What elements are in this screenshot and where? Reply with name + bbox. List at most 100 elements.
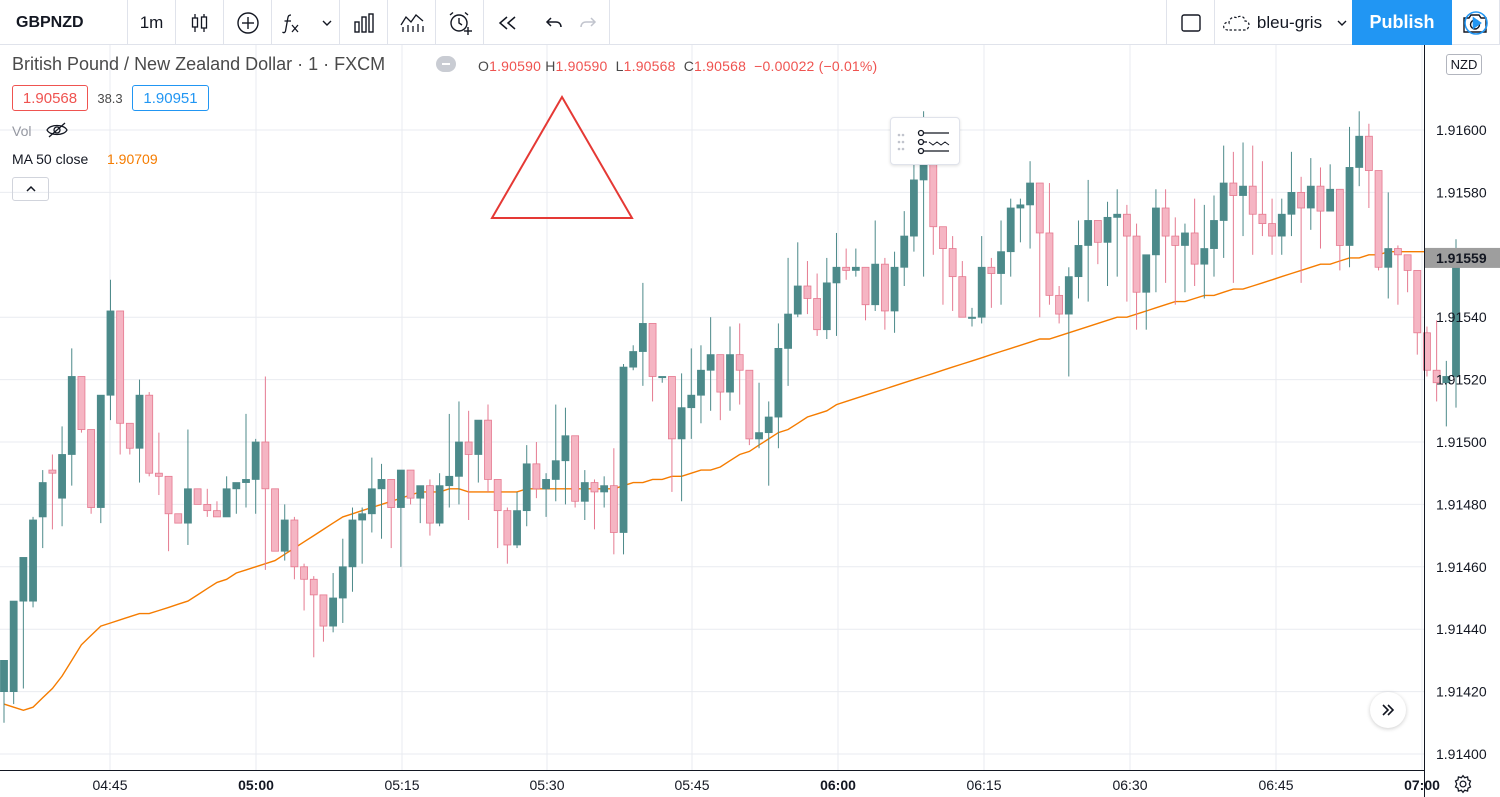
candle <box>1113 189 1122 277</box>
candle-body <box>242 479 250 483</box>
candle-body <box>784 313 792 349</box>
candle-body <box>1229 182 1238 196</box>
price-tick-label: 1.91400 <box>1436 746 1487 762</box>
candle <box>1268 198 1276 255</box>
candle <box>1210 195 1218 277</box>
eye-hidden-icon[interactable] <box>46 121 68 139</box>
price-axis[interactable]: 1.91600 1.91580 1.91540 1.91520 1.91500 1.914… <box>1424 45 1500 797</box>
chevron-down-icon <box>322 20 331 26</box>
candle-body <box>67 376 76 455</box>
candle <box>832 232 841 336</box>
candle-body <box>426 485 434 524</box>
candle-body <box>1152 207 1160 256</box>
financials-button[interactable] <box>340 0 388 45</box>
indicators-button[interactable] <box>272 0 340 45</box>
play-button[interactable] <box>1452 0 1500 45</box>
high-value: 1.90590 <box>555 58 608 74</box>
time-tick-label: 06:15 <box>966 777 1001 793</box>
candle-body <box>387 479 396 508</box>
candle-body <box>958 276 967 318</box>
publish-label: Publish <box>1369 12 1435 32</box>
candle <box>1423 326 1431 377</box>
candle <box>0 660 8 723</box>
fullscreen-rect-button[interactable] <box>1167 0 1215 45</box>
candle-body <box>58 454 66 499</box>
price-chart[interactable]: 1.91600 1.91580 1.91540 1.91520 1.91500 1.914… <box>0 45 1500 797</box>
candle <box>474 419 483 483</box>
candle-body <box>1384 248 1393 268</box>
current-price-label: 1.91559 <box>1436 250 1487 266</box>
currency-badge[interactable]: NZD <box>1446 54 1482 75</box>
alert-button[interactable] <box>436 0 484 45</box>
candle-body <box>1113 213 1122 218</box>
theme-dropdown[interactable]: bleu-gris <box>1215 0 1355 45</box>
publish-button[interactable]: Publish <box>1352 0 1452 45</box>
undo-icon[interactable] <box>543 14 563 32</box>
candle <box>1364 123 1373 208</box>
symbol-search-button[interactable]: GBPNZD <box>0 0 128 45</box>
chart-type-button[interactable] <box>176 0 224 45</box>
candles-layer <box>0 111 1460 723</box>
candle <box>96 394 105 524</box>
candle <box>1055 286 1064 324</box>
candle-body <box>774 347 783 418</box>
candle-body <box>910 179 918 237</box>
interval-button[interactable]: 1m <box>128 0 176 45</box>
candle-body <box>1326 188 1335 212</box>
compare-button[interactable] <box>224 0 272 45</box>
candle <box>590 479 599 530</box>
candle-body <box>445 475 454 487</box>
candle-body <box>203 503 212 512</box>
object-tree-icon[interactable] <box>917 129 951 155</box>
candle-body <box>880 263 889 312</box>
candle-body <box>532 463 541 490</box>
candle-body <box>1423 332 1431 371</box>
candle <box>358 507 367 564</box>
candle <box>1384 192 1393 299</box>
candle-body <box>677 407 686 440</box>
candle-body <box>96 394 105 508</box>
candle-body <box>1394 248 1402 256</box>
floating-drawing-toolbar[interactable] <box>890 117 960 165</box>
ma50-line <box>3 250 1476 712</box>
candle <box>184 429 192 545</box>
candle-body <box>1016 204 1025 209</box>
square-icon <box>1180 13 1201 32</box>
open-key: O <box>478 58 490 74</box>
candle-body <box>290 519 299 568</box>
legend-collapse-icon[interactable] <box>436 56 456 72</box>
candle-body <box>648 323 657 377</box>
candle <box>1006 198 1015 277</box>
candle <box>1442 360 1451 427</box>
candle <box>271 488 279 552</box>
candle-body <box>474 419 483 455</box>
time-axis[interactable]: 04:45 05:00 05:15 05:30 05:45 06:00 06:15 06:30… <box>0 770 1440 794</box>
candle-body <box>1190 232 1199 265</box>
candle <box>580 470 589 520</box>
scroll-to-realtime-button[interactable] <box>1370 692 1406 728</box>
templates-button[interactable] <box>388 0 436 45</box>
drag-handle-icon[interactable] <box>897 132 905 152</box>
candle-body <box>948 248 957 278</box>
candle <box>1277 198 1286 255</box>
ask-price-button[interactable]: 1.90951 <box>132 85 209 111</box>
candle-body <box>687 394 696 409</box>
triangle-drawing[interactable] <box>490 95 634 219</box>
candle-body <box>1442 376 1451 384</box>
candle <box>309 576 318 658</box>
bid-price-button[interactable]: 1.90568 <box>12 85 88 111</box>
time-tick-label: 05:45 <box>674 777 709 793</box>
candle-body <box>358 513 367 521</box>
ma-line-layer <box>3 250 1476 712</box>
candle-body <box>1335 188 1344 246</box>
candle-body <box>600 485 609 493</box>
candle <box>1132 223 1141 330</box>
replay-icon[interactable] <box>495 13 519 33</box>
candle-body <box>1026 182 1034 206</box>
candle <box>493 479 502 549</box>
redo-icon[interactable] <box>579 14 599 32</box>
time-tick-label: 07:00 <box>1404 777 1440 793</box>
legend-toggle-button[interactable] <box>12 177 49 201</box>
candle-body <box>87 429 96 508</box>
axis-settings-gear-icon[interactable] <box>1453 774 1473 794</box>
